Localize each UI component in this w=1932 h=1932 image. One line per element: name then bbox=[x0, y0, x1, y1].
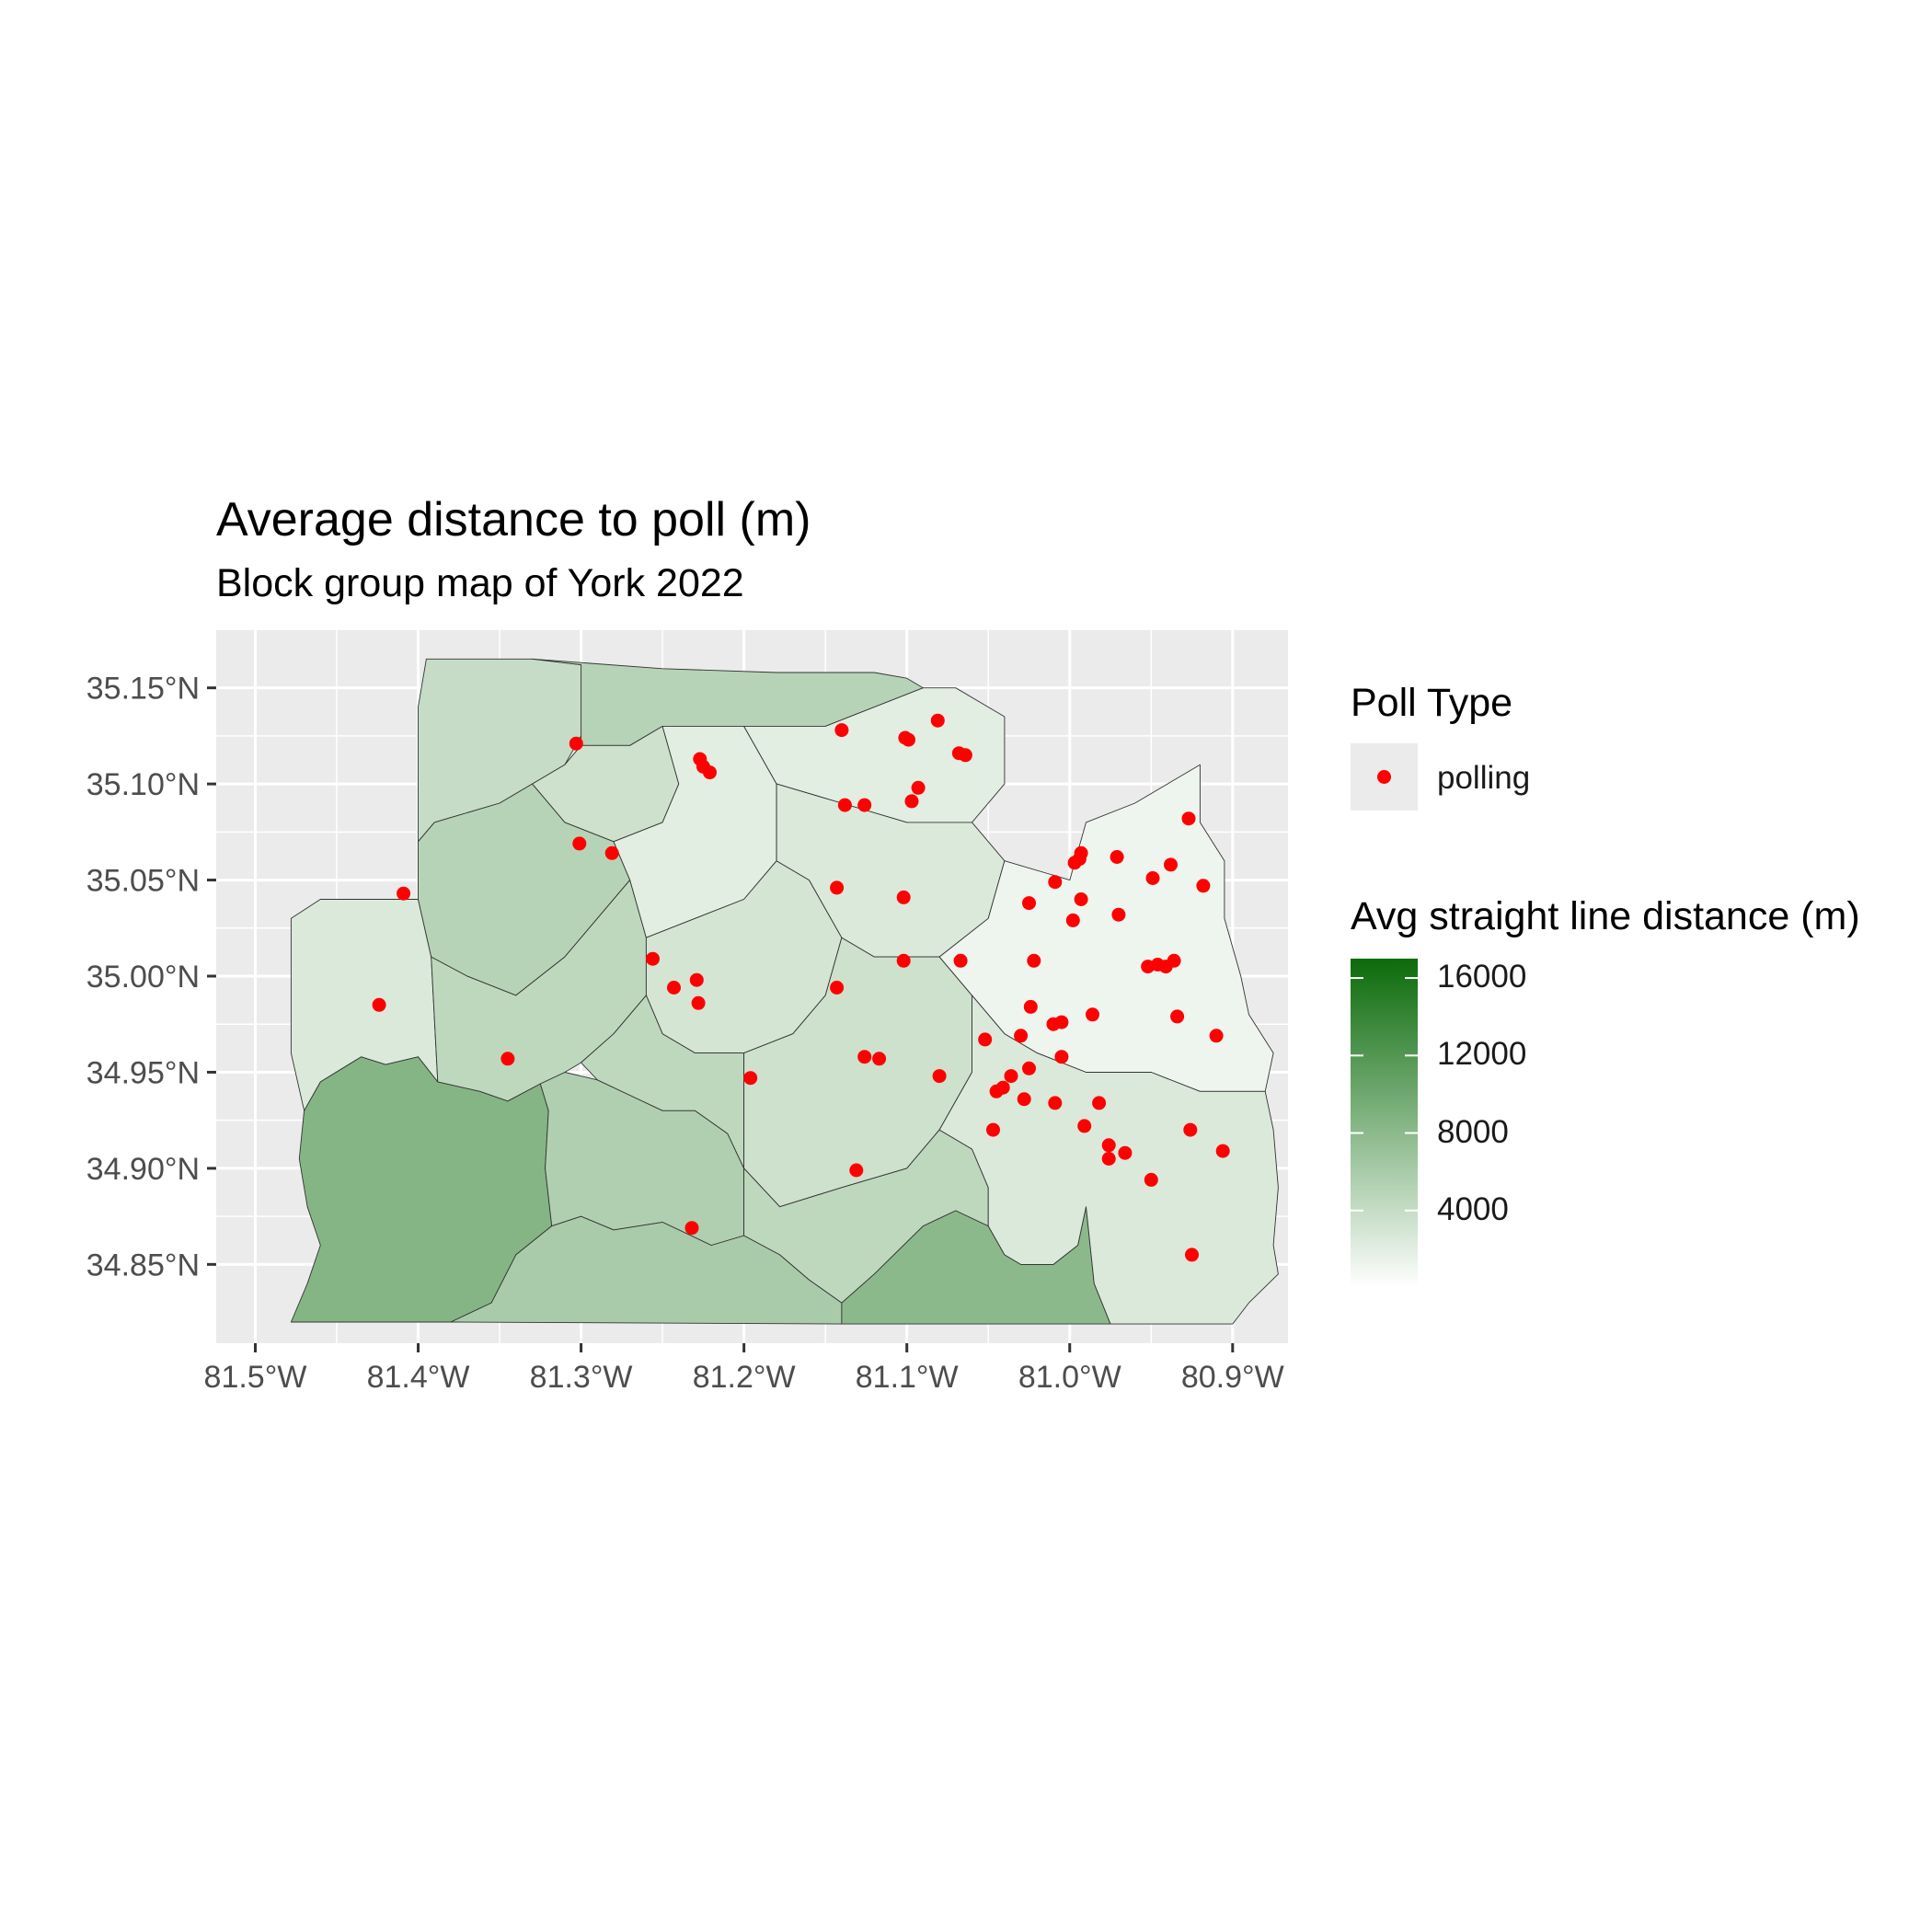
poll-point bbox=[1022, 1061, 1036, 1075]
chart-subtitle: Block group map of York 2022 bbox=[216, 561, 744, 605]
poll-point bbox=[1215, 1144, 1230, 1158]
x-tick-label: 80.9°W bbox=[1181, 1360, 1284, 1395]
poll-point bbox=[372, 997, 386, 1012]
x-tick-label: 81.0°W bbox=[1018, 1360, 1121, 1395]
poll-point bbox=[1092, 1096, 1107, 1110]
poll-point bbox=[1046, 1017, 1061, 1031]
legend-poll-type-label: polling bbox=[1437, 760, 1531, 796]
chart-title: Average distance to poll (m) bbox=[216, 493, 811, 546]
poll-point bbox=[604, 845, 619, 860]
poll-point bbox=[902, 732, 915, 747]
legend-distance-title: Avg straight line distance (m) bbox=[1351, 894, 1860, 938]
poll-point bbox=[1170, 1009, 1185, 1024]
poll-point bbox=[1014, 1029, 1029, 1043]
y-tick-label: 35.10°N bbox=[86, 767, 200, 802]
poll-point bbox=[1164, 857, 1178, 872]
poll-point bbox=[1074, 892, 1088, 906]
poll-point bbox=[1004, 1069, 1018, 1084]
poll-point bbox=[1111, 907, 1126, 922]
legend-poll-type bbox=[1351, 743, 1418, 811]
poll-point bbox=[572, 836, 587, 851]
poll-point bbox=[830, 981, 845, 995]
poll-point bbox=[953, 953, 968, 968]
poll-point bbox=[986, 1122, 1000, 1137]
x-tick-label: 81.4°W bbox=[367, 1360, 470, 1395]
poll-point bbox=[830, 880, 845, 895]
x-tick-label: 81.2°W bbox=[693, 1360, 796, 1395]
y-tick-label: 34.90°N bbox=[86, 1152, 200, 1187]
poll-point bbox=[904, 794, 919, 809]
poll-point bbox=[1196, 879, 1211, 893]
poll-point bbox=[1118, 1145, 1133, 1160]
poll-point bbox=[689, 972, 704, 987]
poll-point bbox=[1027, 953, 1041, 968]
x-tick-label: 81.1°W bbox=[856, 1360, 959, 1395]
poll-point bbox=[857, 798, 872, 812]
poll-point bbox=[1065, 913, 1080, 927]
poll-point bbox=[989, 1084, 1004, 1098]
poll-point bbox=[1017, 1092, 1031, 1107]
legend-distance-tick-label: 8000 bbox=[1437, 1113, 1509, 1150]
y-tick-label: 34.85°N bbox=[86, 1248, 200, 1282]
poll-point bbox=[1181, 811, 1196, 826]
poll-point bbox=[1101, 1138, 1116, 1153]
poll-point bbox=[703, 765, 717, 780]
poll-point bbox=[500, 1052, 515, 1066]
poll-point bbox=[1022, 896, 1036, 911]
poll-point bbox=[1077, 1119, 1092, 1133]
poll-point bbox=[896, 890, 911, 904]
legend-distance-tick-label: 16000 bbox=[1437, 959, 1527, 995]
poll-point bbox=[1023, 999, 1038, 1014]
legend-colorbar bbox=[1351, 959, 1418, 1288]
poll-point bbox=[397, 886, 411, 901]
legend-distance-tick-label: 4000 bbox=[1437, 1190, 1509, 1227]
poll-point bbox=[1054, 1050, 1069, 1064]
poll-point bbox=[667, 981, 681, 995]
poll-point bbox=[1110, 850, 1124, 864]
poll-point bbox=[1185, 1248, 1199, 1262]
poll-point bbox=[896, 953, 911, 968]
axes: 81.5°W 81.4°W 81.3°W 81.2°W 81.1°W 81.0°W 80.9… bbox=[86, 672, 1284, 1395]
x-tick-label: 81.5°W bbox=[204, 1360, 307, 1395]
y-tick-label: 35.00°N bbox=[86, 960, 200, 995]
poll-point bbox=[1158, 960, 1173, 974]
poll-point bbox=[932, 1069, 947, 1084]
poll-point bbox=[684, 1221, 699, 1236]
poll-point bbox=[1048, 1096, 1063, 1110]
poll-point bbox=[849, 1163, 864, 1178]
poll-point bbox=[1086, 1007, 1099, 1022]
polling-points bbox=[372, 713, 1230, 1262]
poll-point bbox=[646, 951, 660, 966]
poll-point bbox=[1048, 875, 1063, 890]
poll-point bbox=[691, 995, 706, 1010]
poll-point bbox=[1209, 1029, 1224, 1043]
poll-point bbox=[1141, 960, 1156, 974]
poll-point bbox=[911, 780, 926, 795]
legend-distance-tick-label: 12000 bbox=[1437, 1036, 1527, 1073]
poll-point bbox=[569, 736, 583, 751]
legend-poll-type-title: Poll Type bbox=[1351, 681, 1513, 725]
poll-point bbox=[1101, 1152, 1116, 1166]
poll-point bbox=[743, 1071, 758, 1086]
poll-point bbox=[930, 713, 945, 728]
poll-point bbox=[1067, 856, 1082, 870]
y-tick-label: 35.15°N bbox=[86, 672, 200, 707]
poll-point bbox=[857, 1050, 872, 1064]
poll-point bbox=[958, 748, 972, 763]
y-tick-label: 34.95°N bbox=[86, 1055, 200, 1090]
legend-distance bbox=[1351, 959, 1418, 1288]
x-tick-label: 81.3°W bbox=[530, 1360, 633, 1395]
poll-point bbox=[1145, 871, 1160, 885]
poll-point bbox=[1183, 1122, 1198, 1137]
poll-point bbox=[978, 1032, 993, 1047]
poll-point bbox=[872, 1052, 887, 1066]
legend-key-poll-point bbox=[1377, 770, 1391, 784]
poll-point bbox=[837, 798, 852, 812]
y-tick-label: 35.05°N bbox=[86, 864, 200, 899]
poll-point bbox=[1144, 1172, 1158, 1187]
poll-point bbox=[834, 723, 849, 738]
